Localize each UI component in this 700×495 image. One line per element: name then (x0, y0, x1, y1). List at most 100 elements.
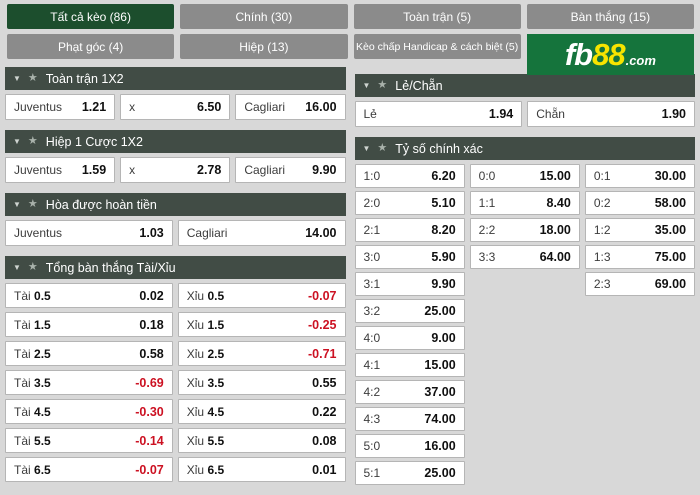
score-odds-cell-5-1[interactable]: 5:1 25.00 (354, 461, 465, 485)
score-label: 2:3 (593, 277, 611, 291)
favorite-star-icon[interactable]: ★ (27, 135, 38, 147)
odds-cell-under-4.5[interactable]: Xỉu 4.5 0.22 (177, 399, 346, 424)
fb88-logo[interactable]: fb 88 .com (526, 34, 694, 75)
score-odds-cell-0-0[interactable]: 0:0 15.00 (469, 164, 580, 188)
logo-text-fb: fb (564, 36, 593, 72)
odds-cell-over-3.5[interactable]: Tài 3.5 -0.69 (5, 370, 173, 395)
odds-value: 16.00 (305, 100, 337, 114)
score-odds-cell-3-1[interactable]: 3:1 9.90 (354, 272, 465, 296)
collapse-caret-icon[interactable]: ▼ (13, 73, 21, 83)
odds-cell-over-2.5[interactable]: Tài 2.5 0.58 (5, 341, 173, 366)
section-header-correct-score[interactable]: ▼ ★ Tỷ số chính xác (354, 137, 695, 160)
over-under-row: Tài 0.5 0.02 Xỉu 0.5 -0.07 (5, 283, 346, 308)
favorite-star-icon[interactable]: ★ (377, 79, 388, 91)
score-odds-cell-5-0[interactable]: 5:0 16.00 (354, 434, 465, 458)
tab-all-odds[interactable]: Tất cả kèo (86) (7, 4, 175, 29)
tab-goals[interactable]: Bàn thắng (15) (526, 4, 694, 29)
market-tab-bar: Tất cả kèo (86) Chính (30) Toàn trận (5)… (0, 0, 700, 75)
odds-cell-under-1.5[interactable]: Xỉu 1.5 -0.25 (177, 312, 346, 337)
section-title: Toàn trận 1X2 (45, 71, 124, 86)
right-column: ▼ ★ Lẻ/Chẵn Lẻ 1.94 Chẵn 1.90 ▼ ★ Tỷ số … (354, 67, 696, 495)
odds-cell-under-5.5[interactable]: Xỉu 5.5 0.08 (177, 428, 346, 453)
tab-fulltime[interactable]: Toàn trận (5) (353, 4, 521, 29)
selection-label: Lẻ (363, 107, 377, 121)
odds-value: 0.01 (312, 462, 337, 477)
under-word: Xỉu (186, 462, 205, 477)
odds-cell-over-4.5[interactable]: Tài 4.5 -0.30 (5, 399, 173, 424)
favorite-star-icon[interactable]: ★ (27, 198, 38, 210)
odds-cell-under-2.5[interactable]: Xỉu 2.5 -0.71 (177, 341, 346, 366)
score-odds-cell-1-0[interactable]: 1:0 6.20 (354, 164, 465, 188)
favorite-star-icon[interactable]: ★ (27, 261, 38, 273)
tab-halves[interactable]: Hiệp (13) (180, 34, 348, 59)
tab-handicap[interactable]: Kèo chấp Handicap & cách biệt (5) (353, 34, 521, 59)
over-word: Tài (14, 433, 31, 448)
score-odds-cell-1-2[interactable]: 1:2 35.00 (584, 218, 696, 242)
score-odds-cell-3-2[interactable]: 3:2 25.00 (354, 299, 465, 323)
score-label: 4:1 (363, 358, 381, 372)
score-odds-cell-4-2[interactable]: 4:2 37.00 (354, 380, 465, 404)
under-word: Xỉu (186, 375, 205, 390)
score-odds-cell-4-1[interactable]: 4:1 15.00 (354, 353, 465, 377)
collapse-caret-icon[interactable]: ▼ (13, 199, 21, 209)
score-odds-cell-2-1[interactable]: 2:1 8.20 (354, 218, 465, 242)
score-odds-cell-2-3[interactable]: 2:3 69.00 (584, 272, 696, 296)
section-header-draw-no-bet[interactable]: ▼ ★ Hòa được hoàn tiền (5, 193, 346, 216)
odds-cell-over-5.5[interactable]: Tài 5.5 -0.14 (5, 428, 173, 453)
odds-cell-under-6.5[interactable]: Xỉu 6.5 0.01 (177, 457, 346, 482)
odds-value: 0.55 (312, 375, 337, 390)
score-odds-cell-0-1[interactable]: 0:1 30.00 (584, 164, 696, 188)
odds-cell-even[interactable]: Chẵn 1.90 (527, 101, 695, 127)
score-label: 2:2 (478, 223, 496, 237)
odds-value: 58.00 (654, 196, 687, 210)
odds-cell-over-6.5[interactable]: Tài 6.5 -0.07 (5, 457, 173, 482)
collapse-caret-icon[interactable]: ▼ (13, 262, 21, 272)
score-odds-cell-4-3[interactable]: 4:3 74.00 (354, 407, 465, 431)
favorite-star-icon[interactable]: ★ (27, 72, 38, 84)
odds-value: 6.20 (431, 169, 456, 183)
score-odds-cell-2-0[interactable]: 2:0 5.10 (354, 191, 465, 215)
score-odds-cell-3-0[interactable]: 3:0 5.90 (354, 245, 465, 269)
line-value: 2.5 (207, 346, 225, 361)
line-value: 4.5 (34, 404, 51, 419)
odds-cell-draw[interactable]: x 2.78 (120, 157, 231, 183)
odds-cell-over-0.5[interactable]: Tài 0.5 0.02 (5, 283, 173, 308)
odds-cell-home[interactable]: Juventus 1.21 (5, 94, 116, 120)
odds-cell-draw[interactable]: x 6.50 (120, 94, 231, 120)
odds-cell-home[interactable]: Juventus 1.03 (5, 220, 173, 246)
odds-value: 1.90 (661, 107, 686, 121)
odds-cell-odd[interactable]: Lẻ 1.94 (354, 101, 523, 127)
score-label: 2:0 (363, 196, 381, 210)
odds-cell-under-0.5[interactable]: Xỉu 0.5 -0.07 (177, 283, 346, 308)
odds-cell-home[interactable]: Juventus 1.59 (5, 157, 116, 183)
odds-cell-away[interactable]: Cagliari 16.00 (235, 94, 346, 120)
odds-cell-away[interactable]: Cagliari 9.90 (235, 157, 346, 183)
score-column-draw: 0:0 15.00 1:1 8.40 2:2 18.00 3:3 64.00 (469, 164, 580, 269)
score-odds-cell-1-1[interactable]: 1:1 8.40 (469, 191, 580, 215)
odds-value: 15.00 (539, 169, 571, 183)
selection-label: Xỉu 4.5 (187, 405, 224, 419)
section-header-over-under[interactable]: ▼ ★ Tổng bàn thắng Tài/Xỉu (5, 256, 346, 279)
favorite-star-icon[interactable]: ★ (377, 142, 388, 154)
odds-value: 25.00 (424, 304, 456, 318)
score-odds-cell-3-3[interactable]: 3:3 64.00 (469, 245, 580, 269)
collapse-caret-icon[interactable]: ▼ (362, 80, 371, 90)
section-header-fulltime-1x2[interactable]: ▼ ★ Toàn trận 1X2 (5, 67, 346, 90)
score-odds-cell-2-2[interactable]: 2:2 18.00 (469, 218, 580, 242)
collapse-caret-icon[interactable]: ▼ (13, 136, 21, 146)
odds-cell-over-1.5[interactable]: Tài 1.5 0.18 (5, 312, 173, 337)
odds-cell-under-3.5[interactable]: Xỉu 3.5 0.55 (177, 370, 346, 395)
line-value: 3.5 (34, 375, 51, 390)
odds-cell-away[interactable]: Cagliari 14.00 (177, 220, 346, 246)
score-odds-cell-4-0[interactable]: 4:0 9.00 (354, 326, 465, 350)
score-odds-cell-0-2[interactable]: 0:2 58.00 (584, 191, 696, 215)
tab-main[interactable]: Chính (30) (180, 4, 348, 29)
score-odds-cell-1-3[interactable]: 1:3 75.00 (584, 245, 696, 269)
section-header-half1-1x2[interactable]: ▼ ★ Hiệp 1 Cược 1X2 (5, 130, 346, 153)
selection-label: x (129, 100, 136, 114)
odds-value: -0.30 (135, 404, 164, 419)
collapse-caret-icon[interactable]: ▼ (362, 143, 371, 153)
tab-corners[interactable]: Phạt góc (4) (7, 34, 175, 59)
section-header-odd-even[interactable]: ▼ ★ Lẻ/Chẵn (354, 74, 695, 97)
score-label: 5:0 (363, 439, 381, 453)
